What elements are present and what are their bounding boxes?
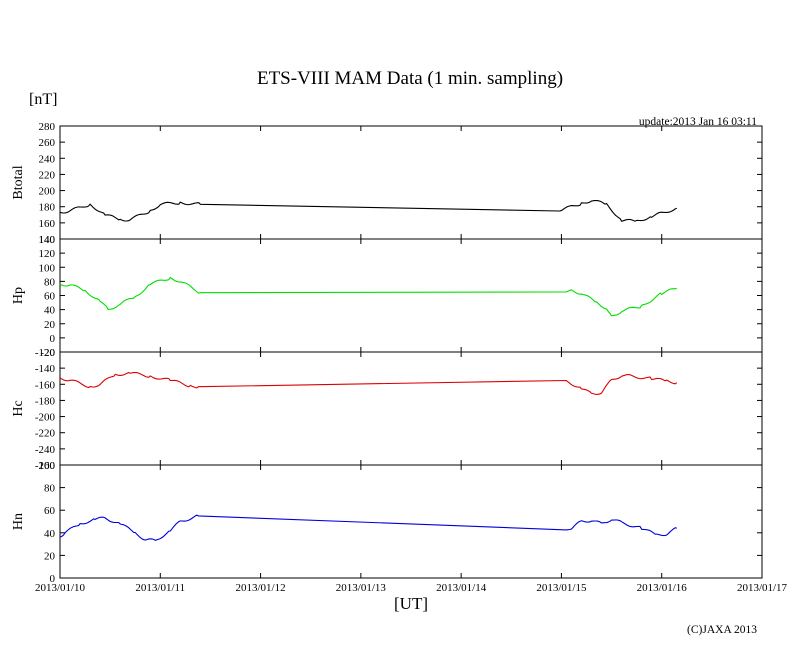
panel-y-label: Hp [11,287,26,304]
y-tick-label: 140 [39,234,56,246]
panel-frame [59,464,763,579]
panel-frame [59,125,763,240]
y-tick-label: 40 [44,305,56,317]
panel-hp: -20 0 20 40 60 80 100 120 140 Hp [11,234,763,359]
y-tick-label: -180 [35,395,56,407]
x-tick-label: 2013/01/14 [436,582,487,594]
unit-label: [nT] [29,91,57,108]
x-tick-label: 2013/01/11 [135,582,185,594]
copyright-notice: (C)JAXA 2013 [687,624,757,636]
y-tick-label: -240 [35,444,56,456]
x-tick-label: 2013/01/15 [536,582,587,594]
y-tick-label: 0 [50,333,56,345]
y-tick-label: 60 [44,505,56,517]
y-tick-label: -140 [35,363,56,375]
y-tick-label: -120 [35,347,56,359]
y-tick-label: 80 [44,483,56,495]
update-timestamp: update:2013 Jan 16 03:11 [639,116,757,128]
y-tick-label: 180 [39,202,56,214]
panels: 140160180200220240260280Btotal-200204060… [11,121,788,594]
panel-frame [59,351,763,466]
y-tick-label: 140 [39,234,56,246]
y-tick-label: -160 [35,379,56,391]
panel-y-label: Hc [11,400,26,416]
x-tick-label: 2013/01/17 [737,582,788,594]
series-line-hn [59,514,678,541]
x-tick-label: 2013/01/10 [35,582,86,594]
y-tick-label: 100 [39,262,56,274]
series-line-btotal [59,199,678,222]
panel-hc: -260 -240 -220 -200 -180 -160 -140 -120 Hc [11,347,763,472]
y-tick-label: 80 [44,276,56,288]
y-tick-label: 60 [44,291,56,303]
y-tick-label: 20 [44,550,56,562]
panel-y-label: Btotal [11,165,26,199]
panel-btotal: 140 160 180 200 220 240 260 280 Btotal [11,121,763,246]
y-tick-label: 20 [44,319,56,331]
y-tick-label: 100 [39,460,56,472]
y-tick-label: 160 [39,218,56,230]
y-tick-label: 280 [39,121,56,133]
series-line-hp [59,276,677,317]
series-line-hc [59,371,678,395]
x-axis-label: [UT] [394,594,428,613]
y-tick-label: 40 [44,528,56,540]
x-tick-label: 2013/01/16 [637,582,688,594]
y-tick-label: 260 [39,137,56,149]
y-tick-label: -20 [40,347,55,359]
x-tick-label: 2013/01/12 [236,582,286,594]
chart-title: ETS-VIII MAM Data (1 min. sampling) [257,68,563,89]
y-tick-label: 0 [50,573,56,585]
y-tick-label: 200 [39,186,56,198]
y-tick-label: -200 [35,412,56,424]
panel-hn: 0 20 40 60 80 100 Hn [11,460,763,585]
y-tick-label: 220 [39,169,56,181]
y-tick-label: -260 [35,460,56,472]
y-tick-label: 120 [39,248,56,260]
panel-y-label: Hn [11,513,26,530]
y-tick-label: -220 [35,428,56,440]
x-tick-label: 2013/01/13 [336,582,387,594]
y-tick-label: 240 [39,153,56,165]
